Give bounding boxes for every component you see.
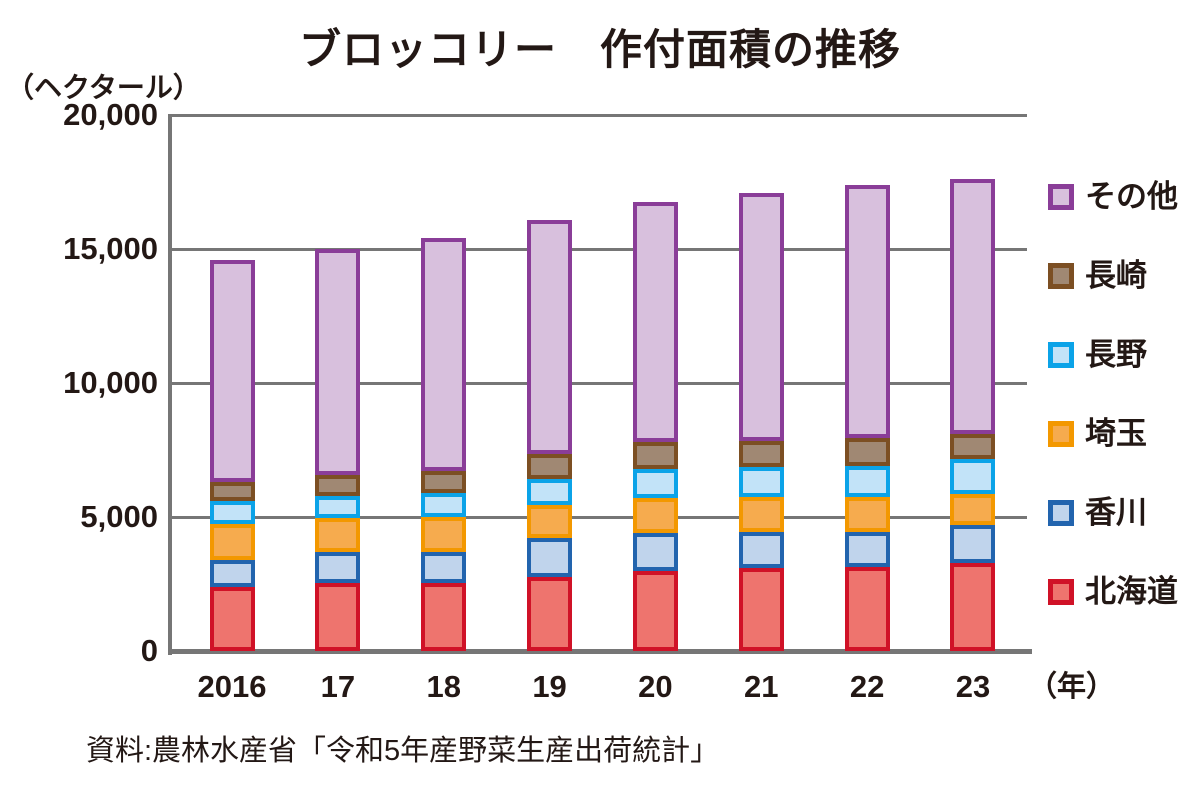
legend-label-nagasaki: 長崎 xyxy=(1085,258,1147,293)
bar-21-segment-kagawa xyxy=(738,531,784,568)
bar-2016-segment-kagawa xyxy=(209,559,255,587)
legend-swatch-hokkaido xyxy=(1048,579,1074,605)
bar-22-segment-kagawa xyxy=(844,531,890,567)
y-tick-label-5000: 5,000 xyxy=(80,499,158,534)
bar-20-segment-others xyxy=(632,202,678,442)
legend-label-nagano: 長野 xyxy=(1085,337,1147,372)
legend-swatch-others xyxy=(1048,184,1074,210)
x-axis-unit-label: （年） xyxy=(1028,671,1116,703)
bar-21-segment-nagasaki xyxy=(738,440,784,468)
bar-21-segment-nagano xyxy=(738,467,784,497)
bar-18 xyxy=(421,238,467,651)
bar-2016-segment-hokkaido xyxy=(209,586,255,651)
legend-item-others: その他 xyxy=(1048,180,1178,214)
bar-20-segment-saitama xyxy=(632,498,678,534)
x-tick-label-22: 22 xyxy=(849,669,885,704)
legend-label-others: その他 xyxy=(1085,179,1178,214)
bar-20 xyxy=(632,202,678,651)
bar-17 xyxy=(315,249,361,651)
bar-21-segment-others xyxy=(738,192,784,441)
bar-23-segment-nagasaki xyxy=(950,433,996,460)
x-tick-label-23: 23 xyxy=(955,669,991,704)
x-tick-label-19: 19 xyxy=(532,669,567,704)
chart-title: ブロッコリー 作付面積の推移 xyxy=(298,26,901,73)
bar-17-segment-nagano xyxy=(315,495,361,519)
bar-21-segment-saitama xyxy=(738,496,784,532)
bar-19 xyxy=(527,219,573,651)
bar-21 xyxy=(738,192,784,651)
legend-item-hokkaido: 北海道 xyxy=(1048,575,1178,609)
bar-19-segment-nagasaki xyxy=(527,454,573,480)
bar-17-segment-hokkaido xyxy=(315,582,361,651)
bar-18-segment-hokkaido xyxy=(421,582,467,651)
legend-item-nagano: 長野 xyxy=(1048,338,1147,372)
source-note: 資料:農林水産省「令和5年産野菜生産出荷統計」 xyxy=(86,735,720,767)
bar-2016 xyxy=(209,259,255,651)
x-axis-line xyxy=(168,649,1032,654)
bar-23 xyxy=(950,179,996,651)
bar-22-segment-hokkaido xyxy=(844,566,890,651)
legend-item-saitama: 埼玉 xyxy=(1048,417,1147,451)
bar-23-segment-hokkaido xyxy=(950,562,996,651)
x-tick-label-21: 21 xyxy=(744,669,779,704)
bar-18-segment-nagasaki xyxy=(421,471,467,493)
bar-17-segment-nagasaki xyxy=(315,475,361,496)
bar-17-segment-saitama xyxy=(315,518,361,552)
x-tick-label-2016: 2016 xyxy=(197,669,267,704)
bar-18-segment-kagawa xyxy=(421,551,467,583)
y-axis-unit-label: （ヘクタール） xyxy=(6,72,201,103)
bar-2016-segment-nagasaki xyxy=(209,482,255,501)
y-tick-label-15000: 15,000 xyxy=(63,231,158,266)
x-tick-label-20: 20 xyxy=(638,669,673,704)
bar-2016-segment-nagano xyxy=(209,500,255,524)
bar-22-segment-nagano xyxy=(844,466,890,497)
y-axis-line xyxy=(168,114,172,655)
bar-22-segment-saitama xyxy=(844,496,890,532)
bar-18-segment-saitama xyxy=(421,516,467,552)
legend-item-nagasaki: 長崎 xyxy=(1048,259,1147,293)
bar-19-segment-others xyxy=(527,219,573,455)
legend-item-kagawa: 香川 xyxy=(1048,496,1147,530)
legend-label-kagawa: 香川 xyxy=(1085,495,1147,530)
bar-2016-segment-others xyxy=(209,259,255,483)
bar-20-segment-hokkaido xyxy=(632,570,678,651)
bar-21-segment-hokkaido xyxy=(738,567,784,651)
bar-22-segment-nagasaki xyxy=(844,437,890,467)
y-tick-label-20000: 20,000 xyxy=(63,97,158,132)
legend-swatch-kagawa xyxy=(1048,500,1074,526)
bar-20-segment-nagasaki xyxy=(632,441,678,469)
bar-19-segment-kagawa xyxy=(527,538,573,578)
legend-swatch-nagano xyxy=(1048,342,1074,368)
bar-23-segment-kagawa xyxy=(950,525,996,563)
bar-23-segment-saitama xyxy=(950,494,996,525)
bar-18-segment-nagano xyxy=(421,492,467,517)
gridline-10000 xyxy=(170,381,1027,385)
x-tick-label-18: 18 xyxy=(426,669,461,704)
bar-19-segment-saitama xyxy=(527,504,573,539)
gridline-15000 xyxy=(170,247,1027,251)
bar-20-segment-kagawa xyxy=(632,533,678,571)
legend-swatch-saitama xyxy=(1048,421,1074,447)
gridline-5000 xyxy=(170,515,1027,519)
bar-17-segment-others xyxy=(315,249,361,476)
bar-23-segment-others xyxy=(950,179,996,434)
legend-swatch-nagasaki xyxy=(1048,263,1074,289)
bar-2016-segment-saitama xyxy=(209,523,255,560)
y-tick-label-10000: 10,000 xyxy=(63,365,158,400)
bar-22 xyxy=(844,184,890,651)
legend-label-hokkaido: 北海道 xyxy=(1085,574,1178,609)
gridline-20000 xyxy=(170,113,1027,117)
bar-19-segment-nagano xyxy=(527,479,573,505)
y-tick-label-0: 0 xyxy=(140,633,158,668)
bar-19-segment-hokkaido xyxy=(527,577,573,651)
bar-17-segment-kagawa xyxy=(315,551,361,583)
bar-18-segment-others xyxy=(421,238,467,472)
bar-20-segment-nagano xyxy=(632,468,678,499)
bar-22-segment-others xyxy=(844,184,890,438)
legend-label-saitama: 埼玉 xyxy=(1085,416,1147,451)
bar-23-segment-nagano xyxy=(950,459,996,495)
x-tick-label-17: 17 xyxy=(320,669,356,704)
